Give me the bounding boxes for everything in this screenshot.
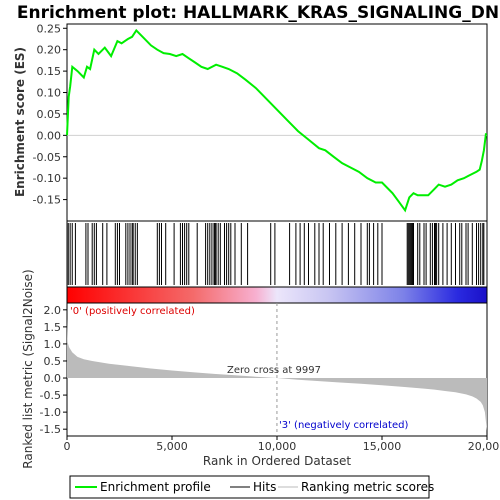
es-y-tick-label: -0.05 bbox=[33, 151, 61, 164]
rank-heatmap-bar bbox=[66, 286, 488, 304]
metric-y-tick-label: 1.5 bbox=[44, 321, 62, 334]
ranked-metric-panel: 2.0 1.5 1.0 0.5 0.0 -0.5 -1.0 -1.5 0 5,000 10,000… bbox=[21, 269, 500, 468]
metric-y-tick-label: 0.0 bbox=[44, 372, 62, 385]
metric-y-tick-label: -1.0 bbox=[40, 406, 61, 419]
es-y-tick-label: 0.15 bbox=[37, 65, 62, 78]
legend: Enrichment profile Hits Ranking metric s… bbox=[69, 475, 434, 499]
hits-panel bbox=[66, 220, 488, 288]
metric-y-tick-label: -1.5 bbox=[40, 423, 61, 436]
x-tick-label: 0 bbox=[64, 440, 71, 453]
negative-correlation-label: '3' (negatively correlated) bbox=[279, 420, 408, 431]
zero-cross-label: Zero cross at 9997 bbox=[227, 365, 321, 376]
chart-title: Enrichment plot: HALLMARK_KRAS_SIGNALING… bbox=[17, 3, 499, 23]
es-y-tick-label: 0.05 bbox=[37, 108, 62, 121]
es-y-tick-label: 0.00 bbox=[37, 129, 62, 142]
x-tick-label: 15,000 bbox=[363, 440, 402, 453]
metric-y-tick-label: 1.0 bbox=[44, 338, 62, 351]
enrichment-profile-line bbox=[66, 28, 487, 213]
metric-x-axis-label: Rank in Ordered Dataset bbox=[203, 454, 351, 468]
es-y-tick-label: 0.25 bbox=[37, 22, 62, 35]
legend-enrichment-label: Enrichment profile bbox=[100, 480, 211, 494]
hit-marks bbox=[67, 223, 485, 285]
es-y-tick-label: -0.15 bbox=[33, 194, 61, 207]
metric-y-tick-label: 2.0 bbox=[44, 304, 62, 317]
metric-x-axis-ticks: 0 5,000 10,000 15,000 20,000 bbox=[64, 436, 500, 453]
metric-y-tick-label: 0.5 bbox=[44, 355, 62, 368]
es-y-tick-label: -0.10 bbox=[33, 172, 61, 185]
es-y-axis-ticks: 0.25 0.20 0.15 0.10 0.05 0.00 -0.05 -0.10 -0.15 bbox=[33, 22, 67, 207]
x-tick-label: 20,000 bbox=[468, 440, 500, 453]
metric-y-tick-label: -0.5 bbox=[40, 389, 61, 402]
x-tick-label: 10,000 bbox=[258, 440, 297, 453]
positive-correlation-label: '0' (positively correlated) bbox=[70, 306, 195, 317]
es-y-tick-label: 0.10 bbox=[37, 87, 62, 100]
legend-hits-label: Hits bbox=[253, 480, 276, 494]
metric-y-axis-label: Ranked list metric (Signal2Noise) bbox=[21, 269, 35, 468]
enrichment-panel: 0.250.200.150.100.050.00-0.05-0.10-0.15 … bbox=[13, 22, 488, 222]
enrichment-plot-frame bbox=[66, 23, 488, 222]
es-y-tick-label: 0.20 bbox=[37, 44, 62, 57]
es-y-axis-label: Enrichment score (ES) bbox=[13, 47, 27, 197]
x-tick-label: 5,000 bbox=[156, 440, 188, 453]
ranking-metric-area bbox=[67, 318, 487, 431]
metric-y-axis-ticks: 2.0 1.5 1.0 0.5 0.0 -0.5 -1.0 -1.5 bbox=[40, 304, 67, 436]
legend-metric-label: Ranking metric scores bbox=[301, 480, 434, 494]
